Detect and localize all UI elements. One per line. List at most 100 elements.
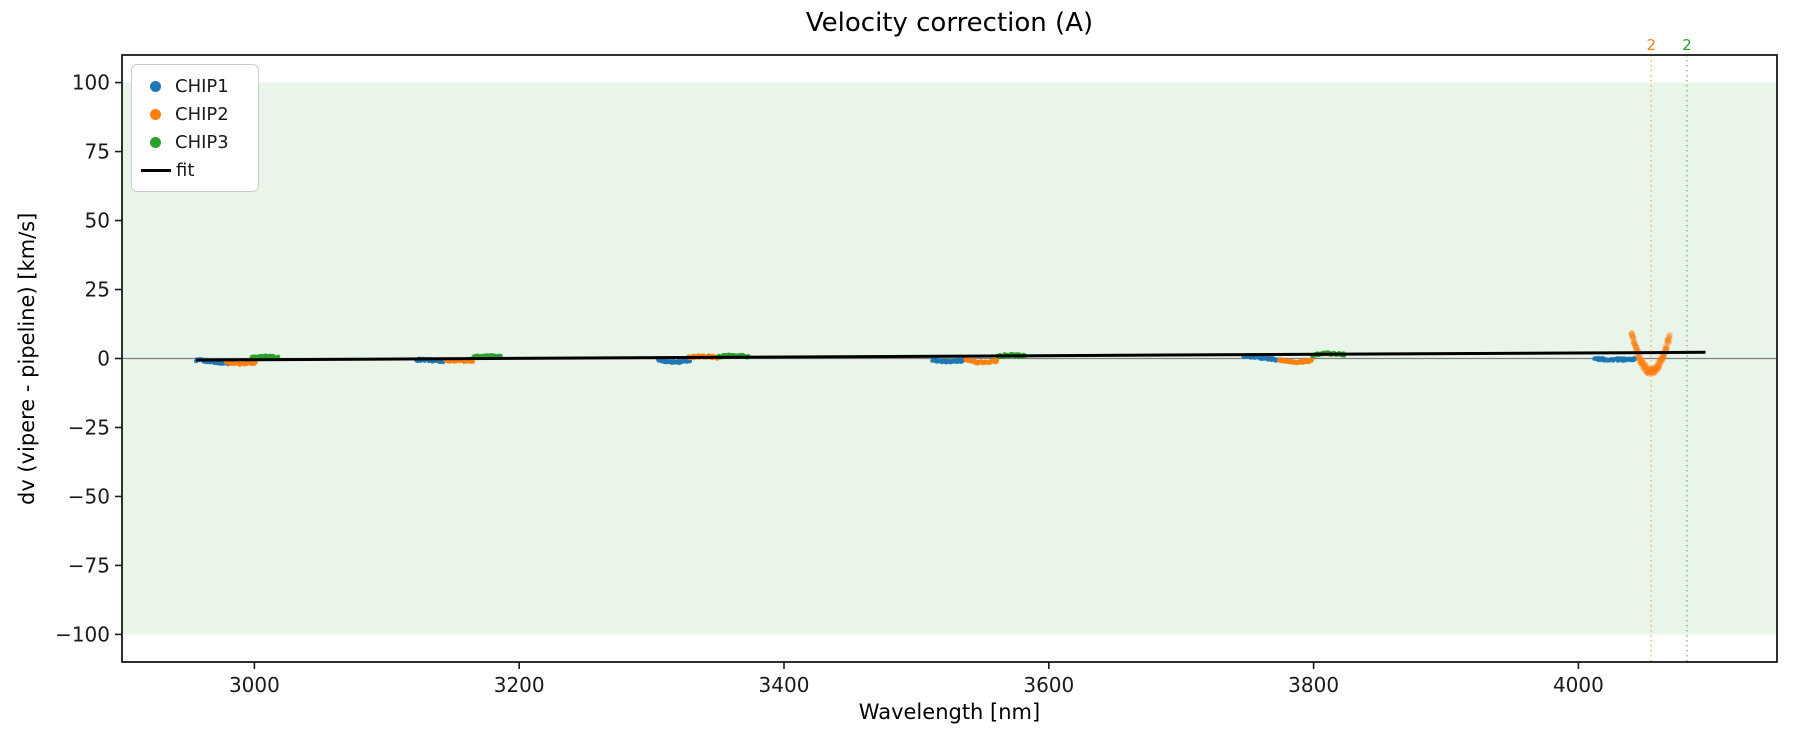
x-tick-label: 4000 [1553, 673, 1604, 697]
chip2-data-point [1645, 368, 1652, 375]
chip2-dot-marker [150, 108, 161, 120]
y-tick-label: −50 [68, 484, 110, 508]
chip2-data-point [1653, 365, 1660, 372]
chip2-data-point [1636, 356, 1643, 363]
chip2-data-point [1629, 335, 1636, 342]
chip2-data-point [1628, 331, 1635, 338]
chip2-data-point [1658, 356, 1666, 363]
chip2-data-point [1654, 361, 1661, 368]
chip2-data-point [1664, 336, 1671, 344]
chip2-data-point [470, 359, 475, 364]
chip2-data-point [1640, 360, 1647, 367]
chip1-dot-marker [150, 80, 161, 92]
chip2-data-point [1655, 358, 1662, 366]
chip3-data-point [276, 354, 281, 359]
x-tick-label: 3400 [759, 673, 810, 697]
order-marker-label: 2 [1682, 36, 1692, 54]
chip2-data-point [1639, 364, 1646, 371]
chip2-data-point [1647, 365, 1654, 373]
chip2-data-point [1665, 333, 1673, 340]
chip2-data-point [1630, 339, 1637, 346]
chip2-data-point [1657, 357, 1664, 364]
chip2-data-point [1650, 369, 1657, 376]
chip2-data-point [1657, 355, 1664, 362]
chip2-data-point [1644, 363, 1651, 370]
chip2-data-point [1657, 358, 1665, 365]
chip2-data-point [1638, 358, 1645, 366]
chip2-data-point [1661, 345, 1668, 353]
chip2-data-point [1662, 346, 1669, 353]
chip2-data-point [1652, 364, 1659, 371]
chip2-data-point [1666, 331, 1673, 338]
chip2-data-point [1644, 369, 1651, 376]
chip2-data-point [1650, 369, 1658, 377]
chip2-data-point [1655, 363, 1662, 370]
chip2-data-point [1641, 361, 1649, 368]
chip2-data-point [1640, 365, 1648, 372]
chip2-data-point [1641, 367, 1648, 374]
legend-label: fit [176, 159, 195, 181]
chip2-data-point [1656, 359, 1663, 366]
chip2-data-point [1642, 363, 1649, 370]
chip2-data-point [1644, 369, 1651, 376]
chip2-data-point [253, 360, 258, 365]
chip2-data-point [1658, 356, 1665, 363]
chip2-data-point [1665, 339, 1672, 346]
chip2-data-point [1663, 346, 1670, 353]
chip2-data-point [1643, 364, 1650, 371]
chip2-data-point [1639, 360, 1646, 367]
chip2-data-point [1629, 333, 1636, 340]
chip2-data-point [1647, 366, 1654, 373]
chip2-data-point [1632, 342, 1639, 349]
y-tick-label: 50 [85, 209, 110, 233]
chip2-data-point [1652, 369, 1659, 376]
x-tick-label: 3800 [1288, 673, 1339, 697]
chip2-data-point [1648, 365, 1655, 372]
chip2-data-point [1663, 344, 1670, 351]
chip2-data-point [1628, 330, 1635, 337]
chip2-data-point [1640, 363, 1647, 370]
chip2-data-point [1642, 368, 1650, 375]
chip2-data-point [1638, 360, 1645, 367]
chip2-data-point [1638, 357, 1645, 364]
chip2-data-point [1663, 345, 1670, 352]
legend-label: CHIP2 [175, 103, 229, 125]
y-tick-label: −25 [68, 415, 110, 439]
chip2-data-point [1662, 342, 1669, 349]
x-tick-label: 3200 [494, 673, 545, 697]
chip2-data-point [1655, 363, 1662, 370]
chip2-data-point [1637, 360, 1644, 367]
chip2-data-point [1664, 336, 1671, 343]
chip1-data-point [1633, 356, 1638, 361]
chip2-data-point [1654, 362, 1661, 369]
chip2-data-point [1629, 333, 1636, 340]
chip2-data-point [1631, 340, 1638, 347]
legend-item-chip1: CHIP1 [142, 72, 248, 100]
chip2-data-point [1639, 357, 1646, 364]
chip2-data-point [1651, 367, 1658, 374]
y-tick-label: 100 [72, 71, 110, 95]
chip2-data-point [1649, 367, 1656, 374]
chip2-data-point [1637, 359, 1644, 366]
x-tick-label: 3000 [229, 673, 280, 697]
chip3-dot-marker [150, 136, 161, 148]
chip2-data-point [1630, 335, 1637, 342]
chip2-data-point [1659, 356, 1666, 363]
y-tick-label: 25 [85, 278, 110, 302]
chip2-data-point [1665, 336, 1672, 343]
chip2-data-point [1656, 358, 1664, 366]
chip2-data-point [1654, 366, 1661, 373]
chip2-data-point [1637, 355, 1644, 362]
chip2-data-point [1664, 337, 1672, 344]
chip2-data-point [1657, 359, 1664, 366]
x-tick-label: 3600 [1023, 673, 1074, 697]
chip2-data-point [1653, 366, 1660, 373]
chip2-data-point [1655, 365, 1662, 372]
chip2-data-point [1633, 343, 1640, 351]
chip2-data-point [1652, 366, 1659, 373]
chip2-data-point [1628, 330, 1635, 337]
chip2-data-point [1631, 340, 1638, 347]
chip2-data-point [1636, 357, 1643, 364]
